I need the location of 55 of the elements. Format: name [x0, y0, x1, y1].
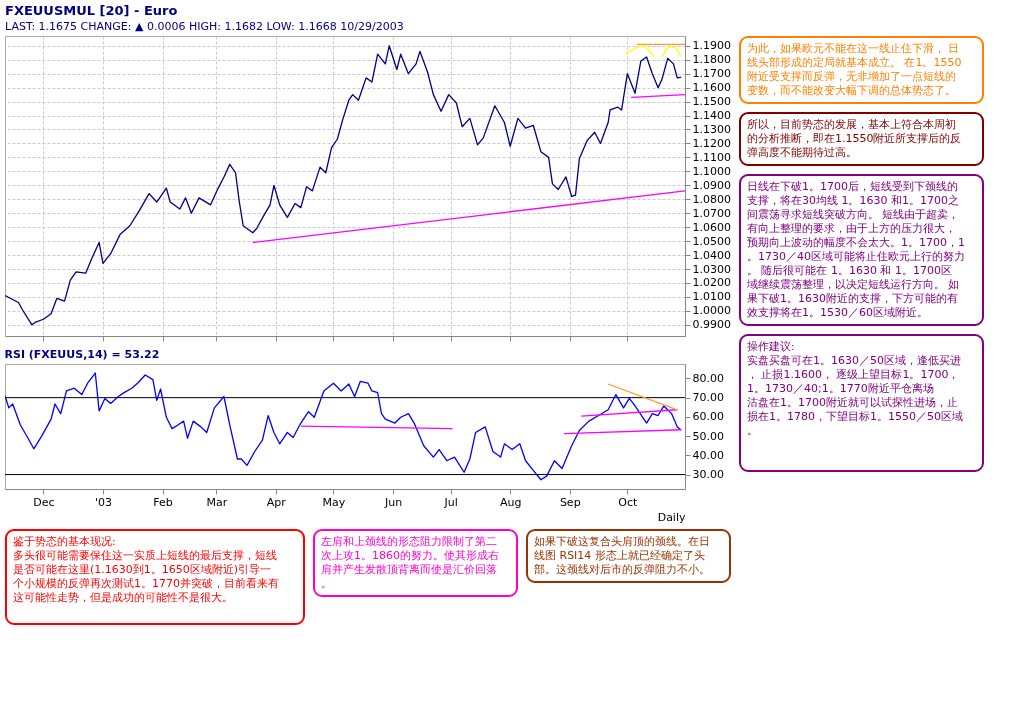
y-tick-label: 1.0300 — [692, 262, 731, 276]
text: 鉴于势态的基本现况: — [13, 535, 116, 548]
y-tick-label: 1.1700 — [692, 67, 731, 81]
line-series — [5, 45, 682, 326]
y-tick-label: 40.00 — [692, 448, 724, 462]
x-tick-label: Jul — [443, 495, 458, 509]
text: 所以，目前势态的发展，基本上符合本周初的分析推断，即在1.1550附近所支撑后的反弹高度不能期待过高。 — [747, 118, 962, 159]
y-tick-label: 1.1500 — [692, 95, 731, 109]
x-tick-label: Apr — [266, 495, 287, 509]
y-tick-label: 80.00 — [692, 371, 724, 385]
y-tick-label: 60.00 — [692, 410, 724, 424]
x-tick-label: Jun — [383, 495, 403, 509]
x-tick-label: May — [322, 495, 346, 509]
text: 操作建议: — [747, 340, 795, 353]
x-tick-label: '03 — [94, 495, 112, 509]
y-tick-label: 1.0500 — [692, 234, 731, 248]
x-tick-label: Mar — [206, 495, 228, 509]
y-tick-label: 0.9900 — [692, 318, 731, 332]
text: 为此，如果欧元不能在这一线止住下滑， 日线头部形成的定局就基本成立。 在1。1550附近受支撑而反弹，无非增加了一点短线的变数，而不能改变大幅下调的总体势态了。 — [747, 42, 962, 97]
y-tick-label: 1.0400 — [692, 248, 731, 262]
y-tick-label: 1.1300 — [692, 122, 731, 136]
y-tick-label: 1.0900 — [692, 178, 731, 192]
y-tick-label: 1.0800 — [692, 192, 731, 206]
x-tick-label: Sep — [559, 495, 581, 509]
text: 沽盘在1。1700附近就可以试探性进场，止损在1。1780，下望目标1。1550／50区域。 — [747, 396, 963, 437]
y-tick-label: 1.1000 — [692, 164, 731, 178]
y-tick-label: 1.0700 — [692, 206, 731, 220]
x-tick-label: Aug — [499, 495, 522, 509]
chart-title: RSI (FXEUUS,14) = 53.22 — [4, 348, 160, 361]
y-tick-label: 30.00 — [692, 468, 724, 482]
line-series — [624, 45, 655, 58]
y-tick-label: 1.1600 — [692, 81, 731, 95]
y-tick-label: 1.0200 — [692, 276, 731, 290]
y-tick-label: 1.0000 — [692, 304, 731, 318]
x-tick-label: Oct — [618, 495, 639, 509]
x-tick-label: Feb — [153, 495, 173, 509]
x-tick-label: Dec — [33, 495, 55, 509]
y-tick-label: 1.1900 — [692, 39, 731, 53]
y-tick-label: 50.00 — [692, 429, 724, 443]
x-axis-title: Daily — [657, 510, 686, 524]
line-series — [5, 372, 682, 481]
y-tick-label: 1.1800 — [692, 53, 731, 67]
text: 左肩和上颈线的形态阻力限制了第二次上攻1。1860的努力。使其形成右肩并产生发散顶背离而使是汇价回落。 — [321, 535, 499, 590]
chart-subtitle: LAST: 1.1675 CHANGE: ▲ 0.0006 HIGH: 1.1682 LOW: 1.1668 10/29/2003 — [5, 20, 404, 33]
y-tick-label: 1.1100 — [692, 150, 731, 164]
text: 如果下破这复合头肩顶的颈线。在日线图 RSI14 形态上就已经确定了头部。这颈线对后市的反弹阻力不小。 — [534, 535, 710, 576]
y-tick-label: 70.00 — [692, 391, 724, 405]
y-tick-label: 1.1400 — [692, 109, 731, 123]
chart-title: FXEUUSMUL [20] - Euro — [5, 3, 178, 18]
y-tick-label: 1.1200 — [692, 136, 731, 150]
text: 多头很可能需要保住这一实质上短线的最后支撑，短线是否可能在这里(1.1630到1。1650区域附近)引导一个小规模的反弹再次测试1。1770并突破，目前看来有这可能性走势，但是成功的可能性不是很大。 — [13, 549, 279, 604]
y-tick-label: 1.0600 — [692, 220, 731, 234]
text: 实盘买盘可在1。1630／50区域，逢低买进， 止损1.1600， 逐级上望目标1。1700，1。1730／40;1。1770附近平仓离场 — [747, 354, 961, 395]
y-tick-label: 1.0100 — [692, 290, 731, 304]
text: 日线在下破1。1700后，短线受到下颈线的支撑，将在30均线 1。1630 和1。1700之间震荡寻求短线突破方向。 短线由于超卖，有向上整理的要求，由于上方的压力很大，预期向上波动的幅度不会太大。1。1700，1。1730／40区域可能将止住欧元上行的努力。 随后很可能在 1。1630 和 1。1700区域继续震荡整理，以决定短线运行方向。 如果下破1。1630附近的支撑，下方可能的有效支撑将在1。1530／60区域附近。 — [747, 180, 965, 319]
